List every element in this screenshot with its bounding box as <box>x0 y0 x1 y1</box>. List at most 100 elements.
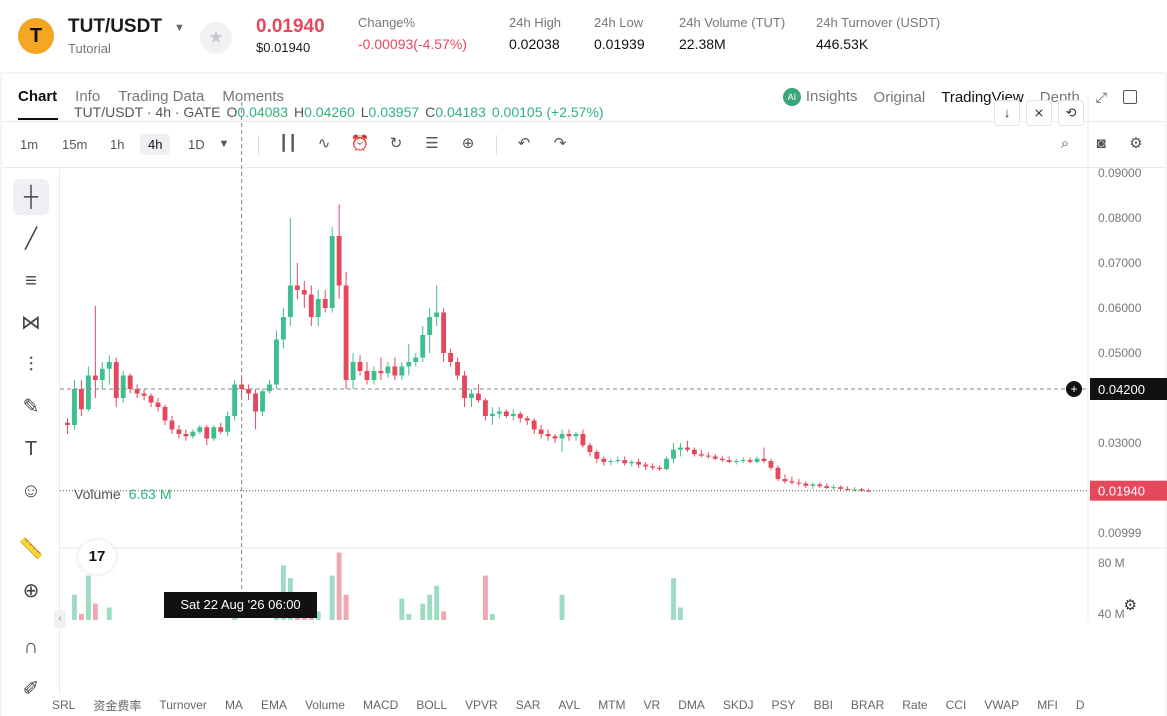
candle-body <box>183 434 189 437</box>
camera-icon[interactable]: ◙ <box>1096 135 1106 152</box>
undo-icon[interactable]: ↶ <box>517 135 531 152</box>
candle-body <box>239 384 245 389</box>
divider <box>2 121 1165 122</box>
reset-icon[interactable]: ⟲ <box>1058 100 1084 126</box>
magnet-icon[interactable]: ∩ <box>23 636 39 658</box>
candle-body <box>503 411 509 416</box>
volume-bar <box>92 603 98 620</box>
candle-body <box>211 427 217 439</box>
y-tick-label: 0.09000 <box>1098 166 1142 180</box>
search-icon[interactable]: ⌕ <box>1060 135 1070 152</box>
candle-body <box>615 460 621 462</box>
plus-icon: + <box>1070 382 1077 396</box>
ruler-icon[interactable]: 📏 <box>18 538 44 560</box>
crosshair-price-label: 0.04200 <box>1098 382 1145 397</box>
indicator-21[interactable]: MFI <box>1037 698 1058 712</box>
separator <box>258 135 259 155</box>
expand-icon[interactable]: ⤢ <box>1095 88 1107 105</box>
candle-body <box>343 285 349 380</box>
window-icon[interactable] <box>1123 90 1137 105</box>
indicator-20[interactable]: VWAP <box>984 698 1020 712</box>
ticker-header: T TUT/USDT ▼ Tutorial ★ 0.01940 $0.01940… <box>0 0 1167 72</box>
indicator-2[interactable]: Turnover <box>159 698 207 712</box>
indicator-3[interactable]: MA <box>224 698 243 712</box>
indicator-14[interactable]: SKDJ <box>722 698 754 712</box>
indicator-1[interactable]: 资金费率 <box>93 698 142 713</box>
chevron-down-icon[interactable]: ▼ <box>218 138 230 150</box>
trendline-icon[interactable]: ╱ <box>24 228 38 250</box>
indicator-19[interactable]: CCI <box>945 698 967 712</box>
tab-moments[interactable]: Moments <box>222 88 285 105</box>
indicator-4[interactable]: EMA <box>260 698 287 712</box>
emoji-icon[interactable]: ☺ <box>20 480 42 502</box>
add-icon[interactable]: ⊕ <box>461 135 475 152</box>
indicator-12[interactable]: VR <box>643 698 661 712</box>
arrow-down-icon[interactable]: ↓ <box>994 100 1020 126</box>
indicator-10[interactable]: AVL <box>558 698 581 712</box>
y-tick-label: 0.00999 <box>1098 526 1142 540</box>
candle-body <box>92 375 98 380</box>
pattern-icon[interactable]: ⋈ <box>21 312 41 334</box>
candles-icon[interactable]: ┃┃ <box>278 135 298 152</box>
candle-body <box>664 458 669 470</box>
candle-body <box>190 431 196 437</box>
indicator-9[interactable]: SAR <box>515 698 541 712</box>
timeframe-4h[interactable]: 4h <box>140 134 171 155</box>
candle-body <box>350 362 356 380</box>
fib-icon[interactable]: ≡ <box>25 270 37 292</box>
chart-settings-icon[interactable]: ⚙ <box>1123 597 1137 614</box>
volume-bar <box>441 611 447 620</box>
indicator-22[interactable]: D <box>1075 698 1085 712</box>
candle-body <box>538 429 544 434</box>
timeframe-1m[interactable]: 1m <box>20 137 39 152</box>
template-icon[interactable]: ☰ <box>425 135 439 152</box>
candle-body <box>141 393 147 396</box>
zoom-icon[interactable]: ⊕ <box>22 580 40 602</box>
indicator-8[interactable]: VPVR <box>465 698 498 712</box>
price-chart[interactable]: 0.09000 0.08000 0.07000 0.06000 0.05000 0.030… <box>60 95 1167 620</box>
timeframe-1h[interactable]: 1h <box>110 137 125 152</box>
indicator-6[interactable]: MACD <box>362 698 399 712</box>
indicator-13[interactable]: DMA <box>678 698 705 712</box>
tab-info[interactable]: Info <box>75 88 101 105</box>
text-icon[interactable]: T <box>24 438 38 460</box>
timeframe-15m[interactable]: 15m <box>62 137 88 152</box>
candle-body <box>657 467 662 470</box>
collapse-icon[interactable]: ⨯ <box>1026 100 1052 126</box>
settings-icon[interactable]: ⚙ <box>1129 135 1143 152</box>
candle-body <box>134 389 140 394</box>
crosshair-icon[interactable]: ┼ <box>13 179 49 215</box>
tab-original[interactable]: Original <box>873 88 926 106</box>
candle-body <box>169 420 175 430</box>
indicator-7[interactable]: BOLL <box>416 698 448 712</box>
chevron-down-icon[interactable]: ▼ <box>174 22 185 34</box>
replay-icon[interactable]: ↻ <box>389 135 403 152</box>
indicator-0[interactable]: SRL <box>52 698 76 712</box>
volume-bar <box>399 598 405 620</box>
indicator-11[interactable]: MTM <box>598 698 626 712</box>
stat-label: 24h High <box>509 15 562 30</box>
candle-body <box>322 299 328 308</box>
star-icon[interactable]: ★ <box>200 22 232 54</box>
candle-body <box>287 285 293 317</box>
brush-icon[interactable]: ✎ <box>22 396 40 418</box>
indicator-17[interactable]: BRAR <box>850 698 885 712</box>
timeframe-1d[interactable]: 1D <box>188 137 205 152</box>
pair-name[interactable]: TUT/USDT <box>68 16 162 37</box>
indicators-icon[interactable]: ∿ <box>317 135 331 152</box>
indicator-16[interactable]: BBI <box>813 698 833 712</box>
tab-chart[interactable]: Chart <box>18 88 58 105</box>
alert-icon[interactable]: ⏰ <box>350 135 370 152</box>
indicator-5[interactable]: Volume <box>304 698 345 712</box>
insights-label: Insights <box>805 88 858 105</box>
candle-body <box>385 366 391 374</box>
redo-icon[interactable]: ↷ <box>553 135 567 152</box>
projection-icon[interactable]: ⫶ <box>28 354 34 376</box>
indicator-15[interactable]: PSY <box>771 698 796 712</box>
candle-body <box>197 427 203 432</box>
collapse-toolbar-button[interactable]: ‹ <box>54 610 66 628</box>
ai-icon: AI <box>782 88 801 107</box>
tab-insights[interactable]: AI Insights <box>782 88 858 107</box>
indicator-18[interactable]: Rate <box>902 698 928 712</box>
tab-trading-data[interactable]: Trading Data <box>118 88 205 105</box>
